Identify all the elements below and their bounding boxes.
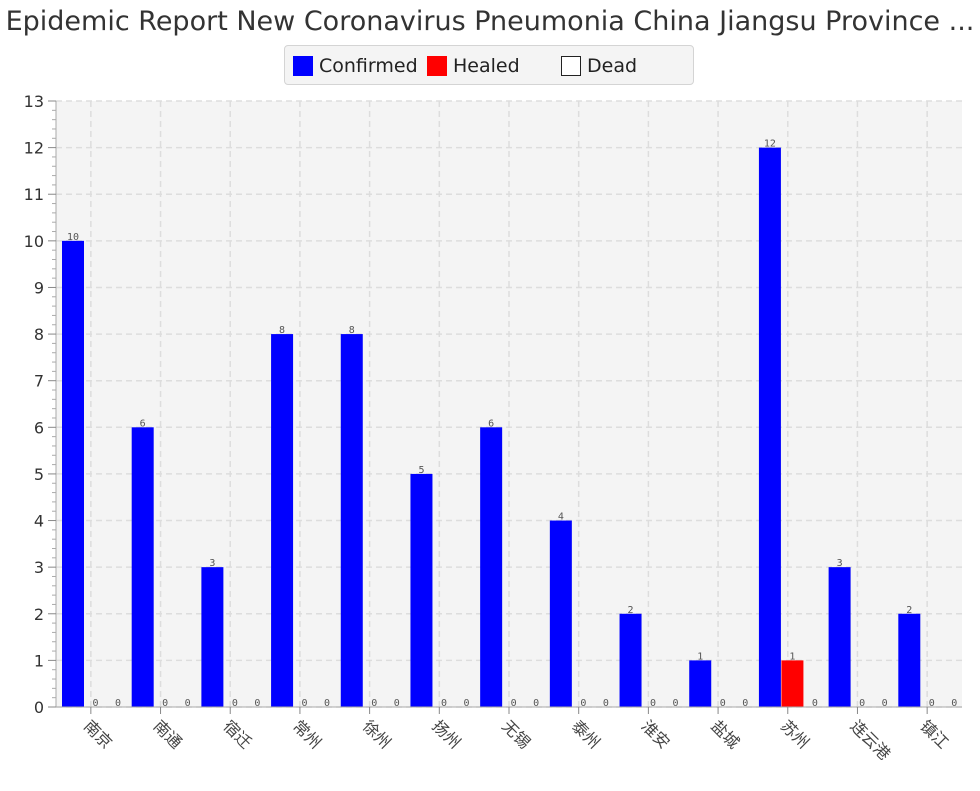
legend-swatch-confirmed bbox=[293, 56, 313, 76]
data-label: 0 bbox=[185, 698, 191, 709]
data-label: 0 bbox=[929, 698, 935, 709]
data-label: 0 bbox=[371, 698, 377, 709]
bar-healed bbox=[781, 660, 804, 707]
data-label: 5 bbox=[418, 465, 424, 476]
data-label: 8 bbox=[349, 325, 355, 336]
bar-confirmed bbox=[410, 473, 433, 707]
legend-item-confirmed[interactable]: Confirmed bbox=[293, 55, 418, 77]
y-tick-label: 2 bbox=[34, 605, 44, 624]
chart-title: Epidemic Report New Coronavirus Pneumoni… bbox=[5, 6, 975, 37]
legend-item-dead[interactable]: Dead bbox=[561, 55, 637, 77]
y-tick-label: 12 bbox=[24, 139, 44, 158]
legend-swatch-dead bbox=[561, 56, 581, 76]
y-tick-label: 7 bbox=[34, 372, 44, 391]
x-tick-label: 宿迁 bbox=[219, 716, 255, 752]
bar-confirmed bbox=[758, 147, 781, 708]
legend-label-healed: Healed bbox=[453, 55, 520, 77]
x-tick-label: 盐城 bbox=[707, 716, 743, 752]
data-label: 6 bbox=[140, 418, 146, 429]
y-tick-label: 11 bbox=[24, 185, 44, 204]
data-label: 3 bbox=[837, 558, 843, 569]
bar-confirmed bbox=[828, 567, 851, 707]
data-label: 0 bbox=[302, 698, 308, 709]
x-tick-label: 无锡 bbox=[498, 716, 534, 752]
x-tick-label: 镇江 bbox=[916, 716, 952, 752]
x-tick-label: 扬州 bbox=[428, 716, 464, 752]
bar-confirmed bbox=[898, 613, 921, 707]
data-label: 0 bbox=[115, 698, 121, 709]
y-tick-label: 1 bbox=[34, 651, 44, 670]
legend-label-dead: Dead bbox=[587, 55, 638, 77]
data-label: 0 bbox=[812, 698, 818, 709]
data-label: 1 bbox=[789, 651, 795, 662]
y-tick-label: 6 bbox=[34, 418, 44, 437]
y-tick-label: 9 bbox=[34, 278, 44, 297]
data-label: 0 bbox=[162, 698, 168, 709]
y-tick-label: 10 bbox=[24, 232, 44, 251]
data-label: 0 bbox=[463, 698, 469, 709]
data-label: 0 bbox=[441, 698, 447, 709]
bar-confirmed bbox=[689, 660, 712, 707]
data-label: 0 bbox=[394, 698, 400, 709]
y-tick-label: 4 bbox=[34, 512, 44, 531]
legend-swatch-healed bbox=[427, 56, 447, 76]
data-label: 10 bbox=[67, 232, 79, 243]
data-label: 0 bbox=[533, 698, 539, 709]
bar-confirmed bbox=[619, 613, 642, 707]
y-tick-label: 5 bbox=[34, 465, 44, 484]
x-tick-label: 淮安 bbox=[638, 716, 674, 752]
data-label: 0 bbox=[720, 698, 726, 709]
data-label: 0 bbox=[951, 698, 957, 709]
data-label: 4 bbox=[558, 512, 564, 523]
data-label: 3 bbox=[209, 558, 215, 569]
data-label: 0 bbox=[254, 698, 260, 709]
data-label: 0 bbox=[603, 698, 609, 709]
bar-confirmed bbox=[271, 334, 294, 707]
x-tick-label: 泰州 bbox=[568, 716, 604, 752]
data-label: 0 bbox=[92, 698, 98, 709]
bar-confirmed bbox=[549, 520, 572, 707]
bar-confirmed bbox=[480, 427, 503, 707]
data-label: 0 bbox=[650, 698, 656, 709]
data-label: 0 bbox=[232, 698, 238, 709]
data-label: 6 bbox=[488, 418, 494, 429]
x-tick-label: 连云港 bbox=[847, 716, 894, 763]
legend-item-healed[interactable]: Healed bbox=[427, 55, 520, 77]
x-tick-label: 徐州 bbox=[359, 716, 395, 752]
x-tick-label: 南通 bbox=[150, 716, 186, 752]
data-label: 8 bbox=[279, 325, 285, 336]
y-tick-label: 3 bbox=[34, 558, 44, 577]
y-tick-label: 13 bbox=[24, 92, 44, 111]
y-tick-label: 8 bbox=[34, 325, 44, 344]
data-label: 0 bbox=[324, 698, 330, 709]
x-tick-label: 南京 bbox=[80, 716, 116, 752]
bar-confirmed bbox=[201, 567, 224, 707]
legend-label-confirmed: Confirmed bbox=[319, 55, 418, 77]
data-label: 2 bbox=[906, 605, 912, 616]
data-label: 12 bbox=[764, 139, 776, 150]
bar-confirmed bbox=[340, 334, 363, 707]
data-label: 2 bbox=[628, 605, 634, 616]
data-label: 0 bbox=[580, 698, 586, 709]
data-label: 0 bbox=[511, 698, 517, 709]
data-label: 0 bbox=[882, 698, 888, 709]
data-label: 1 bbox=[697, 651, 703, 662]
data-label: 0 bbox=[742, 698, 748, 709]
bar-confirmed bbox=[131, 427, 154, 707]
y-tick-label: 0 bbox=[34, 698, 44, 717]
data-label: 0 bbox=[859, 698, 865, 709]
x-tick-label: 苏州 bbox=[777, 716, 813, 752]
data-label: 0 bbox=[673, 698, 679, 709]
x-tick-label: 常州 bbox=[289, 716, 325, 752]
bar-confirmed bbox=[62, 240, 84, 707]
legend: Confirmed Healed Dead bbox=[284, 45, 694, 85]
